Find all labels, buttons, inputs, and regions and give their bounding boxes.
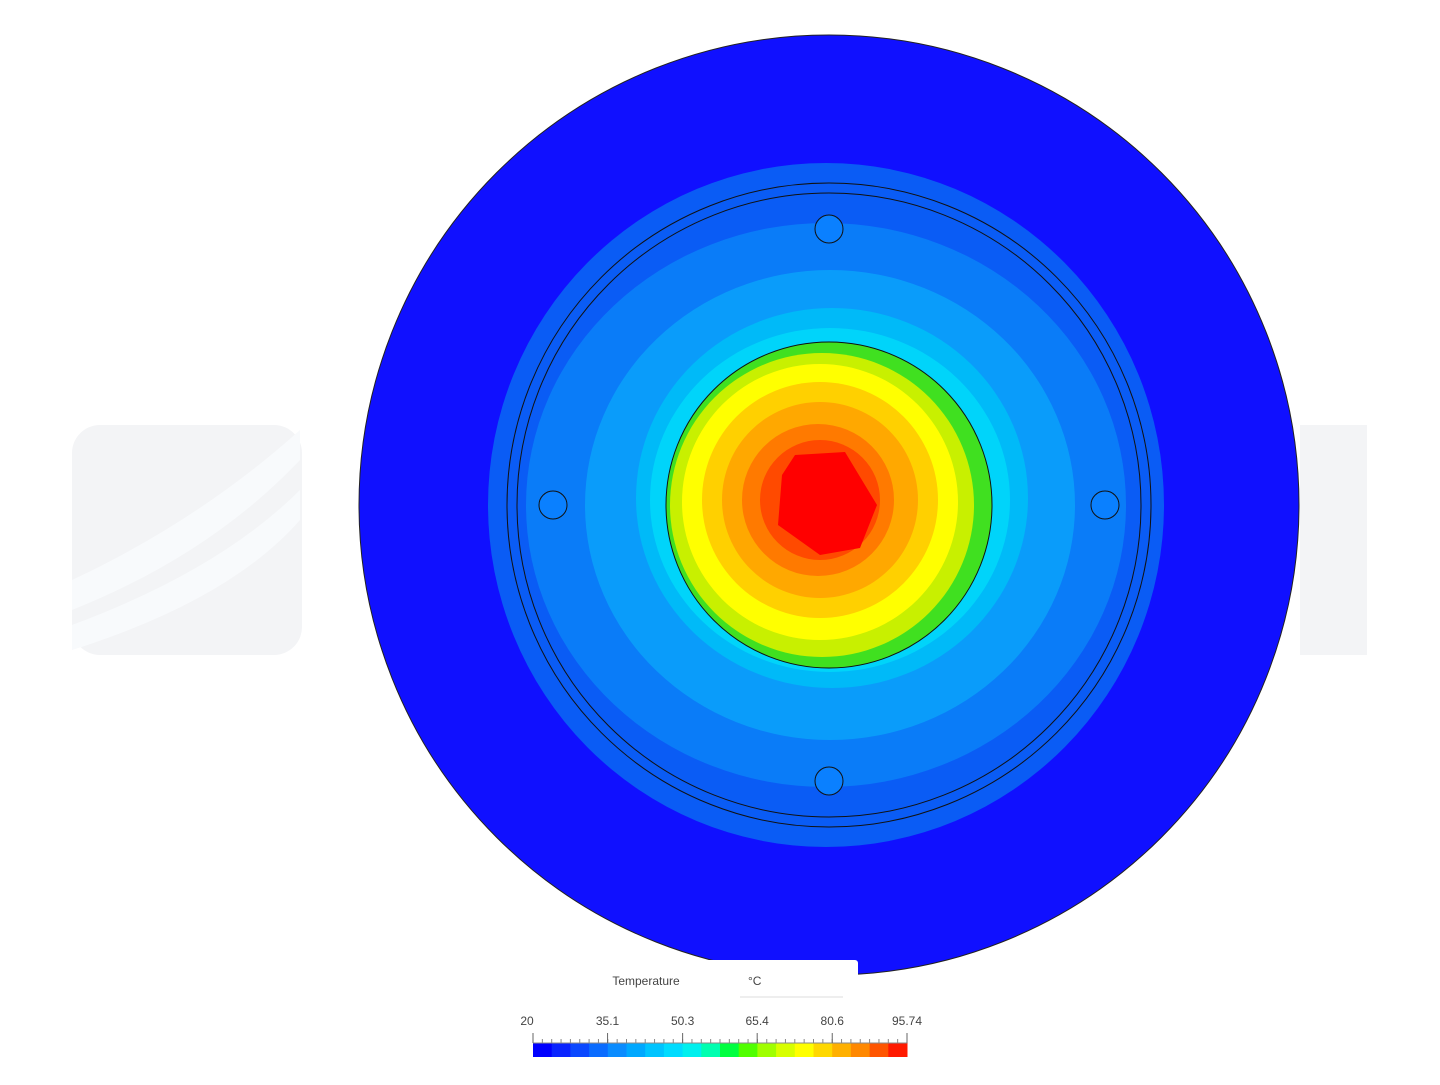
color-step [570,1043,590,1057]
legend-panel: Temperature °C [580,960,858,1004]
color-step [589,1043,609,1057]
tick-label: 20 [520,1014,534,1028]
legend-unit: °C [748,974,762,988]
tick-label: 35.1 [596,1014,620,1028]
legend-title: Temperature [612,974,680,988]
color-step [607,1043,627,1057]
result-model [358,34,1300,976]
color-step [720,1043,740,1057]
color-step [682,1043,702,1057]
color-step [776,1043,796,1057]
color-step [701,1043,721,1057]
tick-label: 65.4 [746,1014,770,1028]
color-step [869,1043,889,1057]
color-step [663,1043,684,1057]
color-step [850,1043,871,1057]
color-step [888,1043,908,1057]
color-step [626,1043,646,1057]
background-logo [72,425,1367,655]
color-bar: 20 35.1 50.3 65.4 80.6 95.74 [520,1014,922,1057]
tick-label: 80.6 [821,1014,845,1028]
color-step [757,1043,777,1057]
color-step [551,1043,571,1057]
tick-label: 50.3 [671,1014,695,1028]
color-step [832,1043,852,1057]
color-step [738,1043,758,1057]
color-step [794,1043,814,1057]
color-step [533,1043,553,1057]
tick-label: 95.74 [892,1014,922,1028]
color-step [813,1043,833,1057]
color-step [645,1043,665,1057]
